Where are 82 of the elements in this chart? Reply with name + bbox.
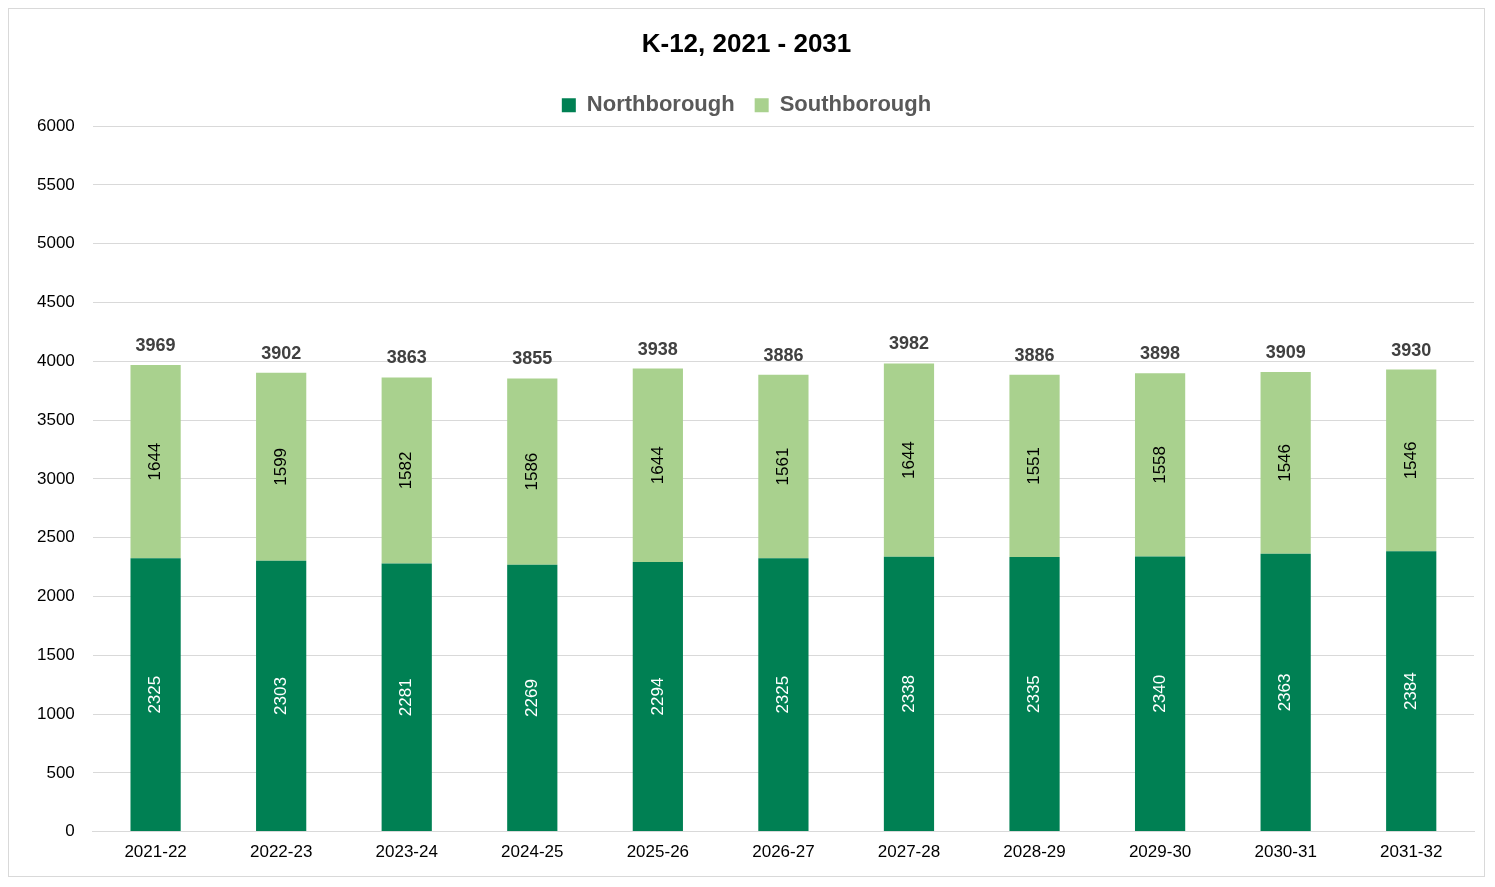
x-tick-label: 2031-32: [1380, 842, 1443, 862]
bar: [1134, 556, 1186, 832]
y-tick-label: 500: [46, 762, 75, 782]
total-label: 3886: [763, 344, 804, 365]
data-label: 1546: [1400, 441, 1420, 480]
y-tick-label: 3500: [36, 409, 75, 429]
bar: [256, 560, 307, 832]
total-label: 3855: [512, 348, 553, 369]
y-tick-label: 5000: [36, 233, 75, 253]
bar: [632, 561, 683, 832]
y-tick-label: 4500: [36, 292, 75, 312]
bar: [883, 556, 935, 832]
data-label: 2340: [1149, 674, 1169, 713]
total-label: 3930: [1391, 339, 1432, 360]
bar: [381, 377, 432, 564]
x-tick-label: 2022-23: [249, 842, 313, 862]
bar: [130, 558, 181, 832]
bar: [1386, 551, 1437, 832]
data-label: 2269: [521, 679, 541, 717]
bar: [381, 563, 432, 832]
data-label: 2363: [1275, 673, 1295, 712]
y-tick-label: 1500: [36, 644, 75, 664]
data-label: 2384: [1400, 672, 1420, 711]
x-tick-label: 2030-31: [1254, 842, 1317, 862]
bar: [256, 372, 307, 561]
data-label: 2303: [270, 677, 290, 715]
data-label: 1551: [1024, 446, 1044, 485]
data-label: 2335: [1024, 675, 1044, 714]
bar: [130, 364, 181, 559]
data-label: 1644: [898, 441, 918, 479]
data-label: 1546: [1275, 444, 1295, 482]
data-label: 1644: [145, 442, 165, 481]
bar: [758, 558, 809, 832]
y-tick-label: 6000: [36, 115, 75, 135]
data-label: 1582: [396, 451, 416, 490]
legend-label: Northborough: [586, 91, 735, 117]
total-label: 3938: [637, 338, 678, 359]
x-tick-label: 2021-22: [124, 842, 187, 862]
y-tick-label: 3000: [36, 468, 75, 488]
y-tick-label: 5500: [36, 174, 75, 194]
data-label: 1599: [270, 447, 290, 486]
data-label: 2338: [898, 675, 918, 713]
x-tick-label: 2029-30: [1128, 842, 1192, 862]
y-tick-label: 2000: [36, 586, 75, 606]
x-tick-label: 2024-25: [501, 842, 564, 862]
bar: [1134, 373, 1186, 557]
y-tick-label: 2500: [36, 527, 75, 547]
x-tick-label: 2025-26: [626, 842, 690, 862]
data-label: 1644: [647, 446, 667, 485]
bar: [507, 378, 558, 565]
x-tick-label: 2027-28: [877, 842, 941, 862]
bar: [1260, 372, 1311, 554]
y-tick-label: 4000: [36, 351, 75, 371]
bar: [1009, 374, 1060, 558]
total-label: 3886: [1014, 344, 1055, 365]
x-tick-label: 2028-29: [1003, 842, 1066, 862]
bar: [1386, 369, 1437, 552]
total-label: 3898: [1140, 343, 1181, 364]
total-label: 3863: [386, 347, 427, 368]
x-tick-label: 2026-27: [752, 842, 815, 862]
bar: [1260, 553, 1311, 832]
total-label: 3969: [135, 334, 176, 355]
data-label: 2281: [396, 678, 416, 717]
data-label: 1558: [1149, 446, 1169, 484]
data-label: 2325: [773, 675, 793, 714]
bar: [1009, 557, 1060, 832]
chart-title: K-12, 2021 - 2031: [641, 27, 852, 58]
data-label: 2294: [647, 677, 667, 716]
y-tick-label: 1000: [36, 703, 75, 723]
legend-label: Southborough: [779, 91, 932, 117]
data-label: 1586: [521, 452, 541, 491]
data-label: 1561: [773, 447, 793, 486]
total-label: 3909: [1265, 342, 1306, 362]
total-label: 3982: [888, 333, 929, 354]
bar: [883, 363, 935, 557]
total-label: 3902: [261, 342, 302, 363]
bar: [632, 368, 683, 562]
data-label: 2325: [145, 675, 165, 714]
y-tick-label: 0: [65, 821, 75, 841]
x-tick-label: 2023-24: [375, 842, 438, 862]
bar: [758, 374, 809, 559]
bar: [507, 564, 558, 832]
